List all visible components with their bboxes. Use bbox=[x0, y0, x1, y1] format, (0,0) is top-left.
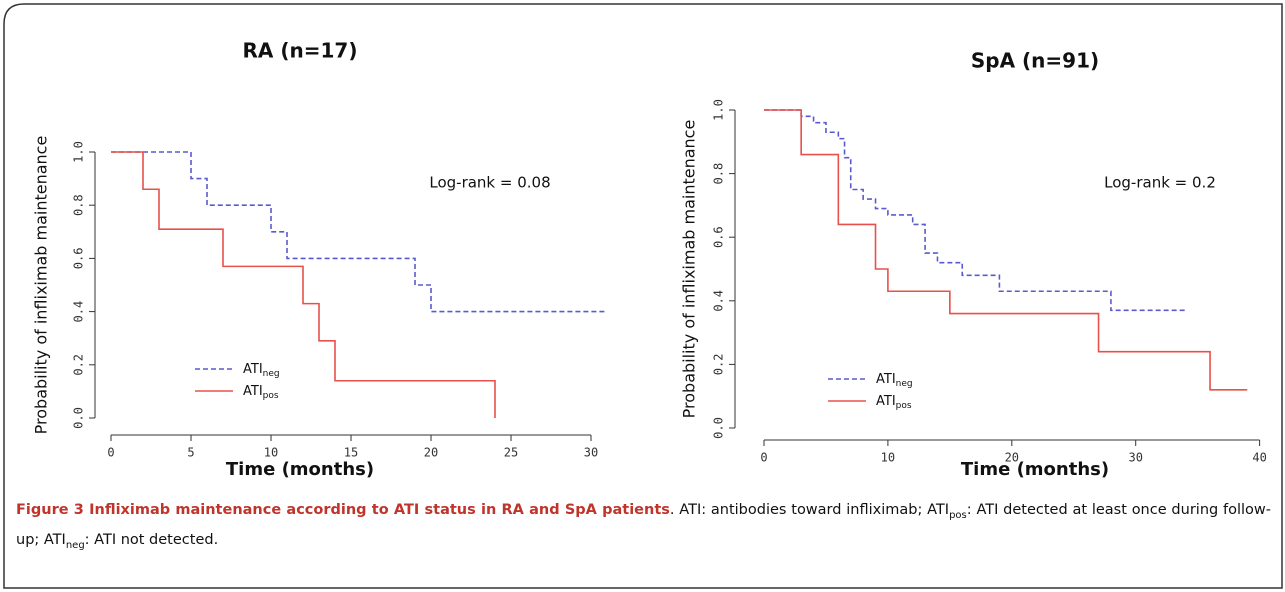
legend-name: ATI bbox=[243, 362, 263, 377]
survival-curve bbox=[764, 109, 1186, 312]
frame bbox=[3, 3, 1283, 589]
caption-text: pos bbox=[949, 509, 967, 521]
x-tick-label: 15 bbox=[344, 446, 358, 460]
y-tick-label: 0.0 bbox=[712, 417, 726, 439]
y-tick-label: 0.0 bbox=[72, 407, 86, 429]
caption-text: : ATI detected at least once during foll… bbox=[16, 502, 1271, 548]
caption-text: Figure 3 Infliximab maintenance accordin… bbox=[16, 502, 670, 518]
y-tick-label: 0.4 bbox=[712, 290, 726, 312]
x-tick-label: 10 bbox=[881, 451, 895, 465]
caption: Figure 3 Infliximab maintenance accordin… bbox=[16, 498, 1271, 558]
legend-label: ATIneg bbox=[876, 372, 913, 389]
x-tick-label: 0 bbox=[760, 451, 767, 465]
chart-title: RA (n=17) bbox=[243, 39, 358, 63]
survival-curve bbox=[111, 151, 496, 418]
y-tick-label: 0.2 bbox=[72, 354, 86, 376]
x-tick-label: 20 bbox=[424, 446, 438, 460]
x-tick-label: 0 bbox=[107, 446, 114, 460]
x-axis-label: Time (months) bbox=[961, 459, 1109, 480]
x-tick-label: 10 bbox=[264, 446, 278, 460]
y-tick-label: 1.0 bbox=[72, 141, 86, 163]
legend-label: ATIneg bbox=[243, 362, 280, 379]
y-tick-label: 1.0 bbox=[712, 99, 726, 121]
y-tick-label: 0.6 bbox=[712, 226, 726, 248]
caption-text: . ATI: antibodies toward infliximab; ATI bbox=[669, 502, 950, 518]
x-tick-label: 25 bbox=[504, 446, 518, 460]
legend-name: ATI bbox=[243, 384, 263, 399]
y-tick-label: 0.8 bbox=[72, 194, 86, 216]
x-tick-label: 30 bbox=[584, 446, 598, 460]
legend-name: ATI bbox=[876, 372, 896, 387]
y-tick-label: 0.2 bbox=[712, 354, 726, 376]
legend-subscript: neg bbox=[263, 369, 280, 379]
chart-title: SpA (n=91) bbox=[971, 49, 1099, 73]
legend-label: ATIpos bbox=[243, 384, 279, 401]
x-tick-label: 30 bbox=[1128, 451, 1142, 465]
survival-curve bbox=[111, 151, 607, 313]
y-tick-label: 0.4 bbox=[72, 301, 86, 323]
caption-text: neg bbox=[65, 539, 85, 551]
x-tick-label: 40 bbox=[1252, 451, 1266, 465]
y-tick-label: 0.6 bbox=[72, 248, 86, 270]
y-tick-label: 0.8 bbox=[712, 163, 726, 185]
x-tick-label: 5 bbox=[187, 446, 194, 460]
y-axis-label: Probability of infliximab maintenance bbox=[680, 120, 699, 419]
legend-subscript: pos bbox=[263, 391, 279, 401]
legend-subscript: neg bbox=[896, 379, 913, 389]
annotation: Log-rank = 0.08 bbox=[429, 174, 550, 192]
y-axis-label: Probability of infliximab maintenance bbox=[32, 136, 51, 435]
legend-name: ATI bbox=[876, 394, 896, 409]
caption-text: : ATI not detected. bbox=[84, 531, 219, 548]
legend-subscript: pos bbox=[896, 401, 912, 411]
x-axis-label: Time (months) bbox=[226, 459, 374, 480]
legend-label: ATIpos bbox=[876, 394, 912, 411]
survival-curve bbox=[764, 109, 1248, 391]
x-tick-label: 20 bbox=[1005, 451, 1019, 465]
annotation: Log-rank = 0.2 bbox=[1104, 174, 1216, 192]
